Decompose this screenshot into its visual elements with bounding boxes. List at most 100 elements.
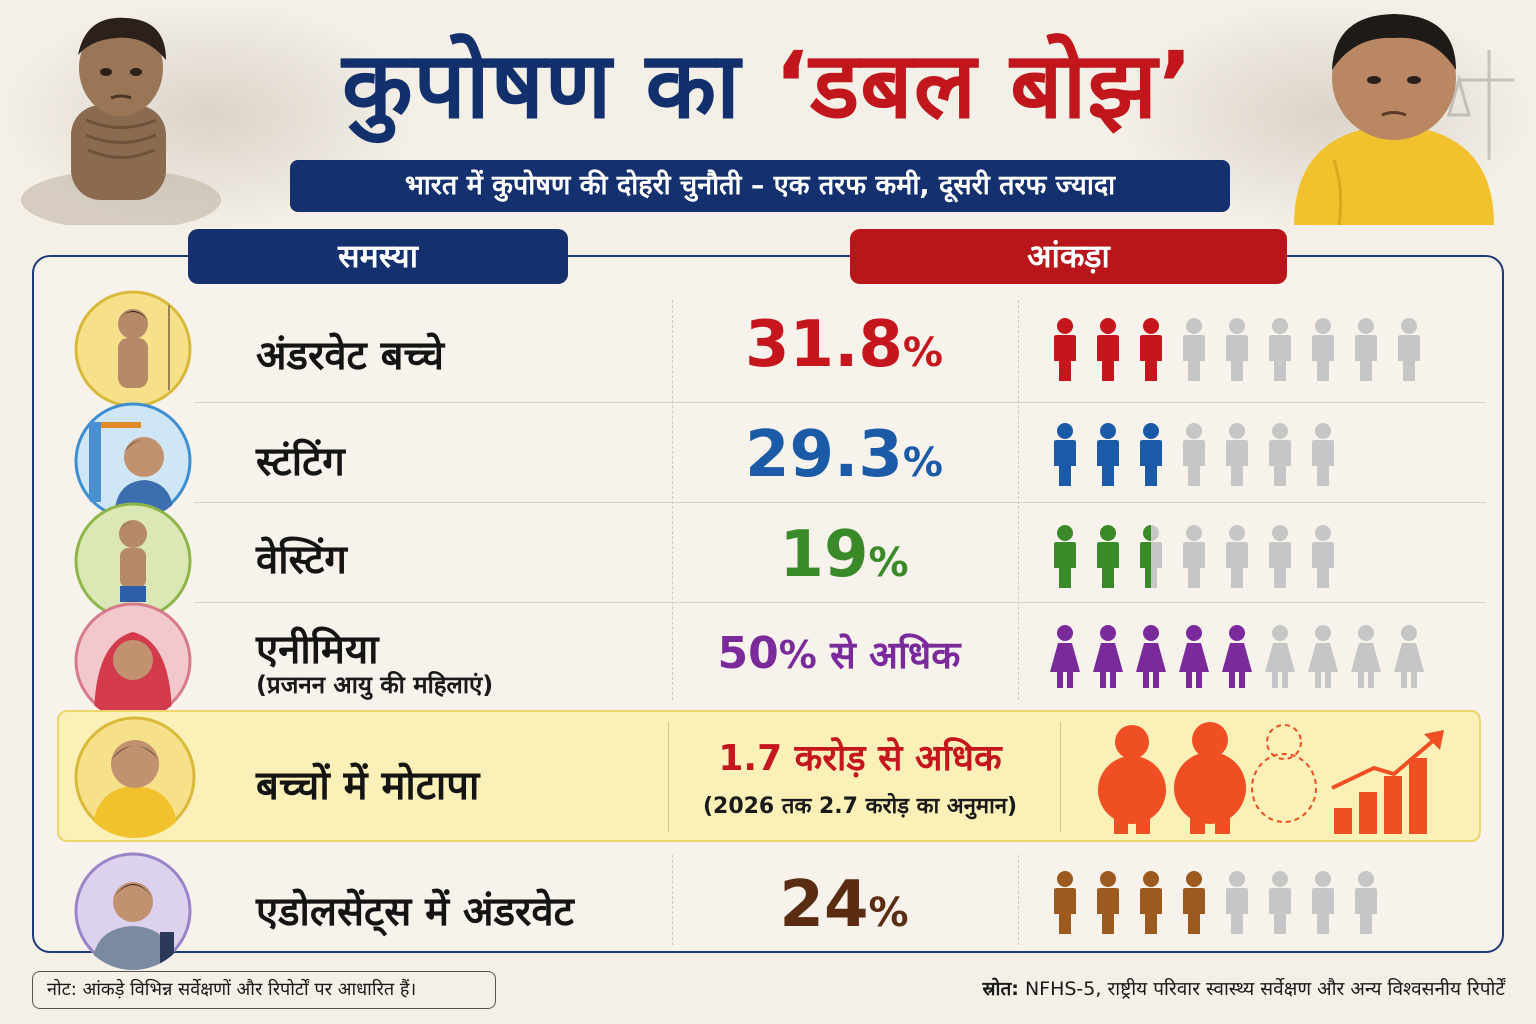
pictogram-svg [1054,318,1420,381]
woman-figure-icon [1136,625,1166,688]
child-figure-icon [1226,423,1248,486]
row-label: बच्चों में मोटापा [256,763,480,809]
teen-figure-icon [1140,871,1162,934]
obese-child-illustration [1294,14,1514,225]
row-label: वेस्टिंग [256,537,347,583]
teen-figure-icon [1097,871,1119,934]
projected-obese-child-icon [1251,724,1317,823]
teen-figure-icon [1183,871,1205,934]
malnourished-child-illustration [21,17,221,225]
pictogram-row [1048,868,1392,942]
child-figure-icon [1183,318,1205,381]
woman-figure-icon [1179,625,1209,688]
value-unit: % [902,330,943,376]
child-figure-icon [1097,525,1119,588]
row-value: 31.8% [674,308,1014,382]
child-figure-icon [1312,423,1334,486]
woman-figure-icon [1222,625,1252,688]
column-header-problem: समस्या [188,229,568,284]
child-figure-icon [1269,318,1291,381]
obese-child-icon [1174,722,1246,834]
row-value: 50% से अधिक [674,628,1004,680]
woman-figure-icon [1050,625,1080,688]
row-note: (2026 तक 2.7 करोड़ का अनुमान) [702,794,1018,819]
value-number: 29.3 [745,418,903,492]
column-header-statistic: आंकड़ा [850,229,1287,284]
pictogram-svg [1054,871,1377,934]
child-figure-icon [1226,318,1248,381]
pictogram-row [1048,315,1435,389]
value-unit: % [868,890,909,936]
source-text: NFHS-5, राष्ट्रीय परिवार स्वास्थ्य सर्वे… [1018,978,1505,1000]
child-figure-icon [1054,423,1076,486]
value-number: 24 [779,868,869,942]
row-value: 19% [674,518,1014,592]
woman-figure-icon [1265,625,1295,688]
child-figure-icon [1054,525,1076,588]
column-divider [1018,855,1019,945]
teen-figure-icon [1054,871,1076,934]
value-unit: % से अधिक [778,633,961,677]
child-figure-icon [1269,525,1291,588]
teen-figure-icon [1269,871,1291,934]
column-divider [668,722,669,832]
row-label: अंडरवेट बच्चे [256,333,444,379]
child-figure-icon [1183,525,1205,588]
woman-figure-icon [1394,625,1424,688]
pictogram-row [1048,420,1349,494]
column-divider [672,300,673,700]
page-subtitle: भारत में कुपोषण की दोहरी चुनौती – एक तरफ… [290,160,1230,212]
anemic-woman-avatar [74,602,192,720]
rising-bar-chart-icon [1331,730,1444,834]
column-divider [1018,300,1019,700]
teen-figure-icon [1226,871,1248,934]
woman-figure-icon [1093,625,1123,688]
row-label: एडोलसेंट्स में अंडरवेट [256,889,574,935]
pictogram-row [1048,522,1349,596]
value-unit: % [868,540,909,586]
footnote: नोट: आंकड़े विभिन्न सर्वेक्षणों और रिपोर… [32,971,496,1009]
pictogram-svg [1050,625,1424,688]
child-figure-icon [1140,525,1162,588]
column-divider [1060,722,1061,832]
child-figure-icon [1398,318,1420,381]
child-figure-icon [1054,318,1076,381]
obese-child-icon [1098,725,1166,834]
title-main: कुपोषण का [342,32,741,139]
pictogram-row [1048,622,1435,696]
column-divider [672,855,673,945]
child-figure-icon [1312,525,1334,588]
child-figure-icon [1097,423,1119,486]
underweight-child-avatar [74,290,192,408]
child-figure-icon [1097,318,1119,381]
woman-figure-icon [1351,625,1381,688]
row-value: 29.3% [674,418,1014,492]
row-divider [194,402,1486,403]
adolescent-avatar [74,852,192,970]
teen-figure-icon [1312,871,1334,934]
pictogram-svg [1054,525,1334,588]
row-sublabel: (प्रजनन आयु की महिलाएं) [256,671,494,699]
child-figure-icon [1226,525,1248,588]
child-figure-icon [1140,318,1162,381]
child-figure-icon [1183,423,1205,486]
page-title: कुपोषण का ‘डबल बोझ’ [0,26,1536,146]
pictogram-svg [1054,423,1334,486]
child-figure-icon [1269,423,1291,486]
row-label: स्टंटिंग [256,439,345,485]
child-figure-icon [1312,318,1334,381]
obesity-trend-graphic [1098,722,1444,834]
woman-figure-icon [1308,625,1338,688]
teen-figure-icon [1355,871,1377,934]
row-value: 1.7 करोड़ से अधिक [718,738,1002,779]
child-figure-icon [1355,318,1377,381]
title-highlight: ‘डबल बोझ’ [774,32,1194,139]
row-divider [194,502,1486,503]
value-number: 50 [717,628,779,679]
value-number: 19 [779,518,869,592]
obese-child-avatar [74,716,196,838]
value-number: 31.8 [745,308,903,382]
source-label: स्रोत: [982,978,1019,1000]
source-line: स्रोत: NFHS-5, राष्ट्रीय परिवार स्वास्थ्… [735,974,1505,1004]
value-unit: % [902,440,943,486]
